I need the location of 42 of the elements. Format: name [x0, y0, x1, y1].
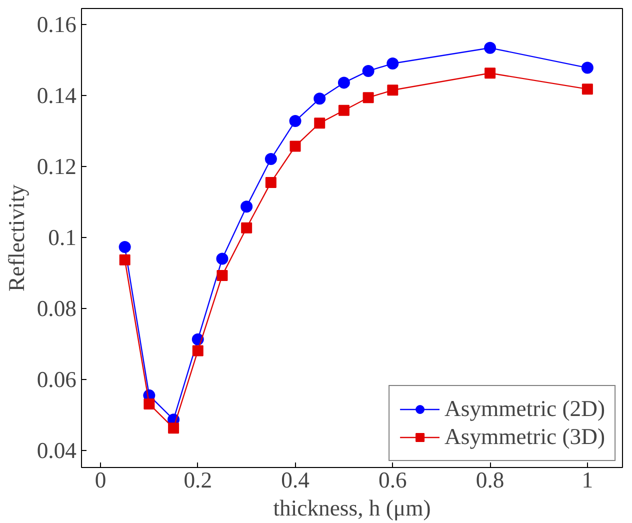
- point: [241, 222, 252, 234]
- y-tick-label: 0.16: [36, 12, 77, 37]
- point: [240, 200, 253, 213]
- y-tick-label: 0.14: [36, 82, 77, 108]
- x-tick-label: 0.2: [184, 468, 212, 492]
- legend-label: Asymmetric (2D): [444, 396, 605, 422]
- point: [362, 64, 374, 77]
- y-tick-label: 0.06: [36, 366, 77, 392]
- point: [119, 254, 130, 266]
- x-tick-label: 0.4: [281, 468, 310, 492]
- point: [314, 92, 326, 105]
- point: [386, 58, 399, 70]
- x-axis-title: thickness, h (μm): [273, 496, 431, 520]
- x-tick-label: 0.8: [476, 468, 504, 492]
- y-tick-label: 0.08: [36, 296, 77, 321]
- point: [289, 115, 302, 128]
- point: [362, 92, 374, 104]
- y-tick-label: 0.1: [48, 224, 77, 250]
- point: [144, 398, 155, 410]
- y-tick-label: 0.04: [36, 438, 77, 463]
- point: [265, 176, 276, 188]
- point: [338, 104, 350, 116]
- x-tick-label: 1: [582, 468, 594, 492]
- point: [484, 68, 496, 79]
- point: [387, 84, 398, 96]
- point: [168, 422, 180, 434]
- point: [314, 118, 326, 129]
- y-axis-title: Reflectivity: [4, 184, 29, 292]
- x-tick-label: 0: [94, 468, 106, 492]
- point: [192, 345, 204, 356]
- legend-label: Asymmetric (3D): [444, 424, 605, 450]
- point: [484, 42, 496, 54]
- point: [216, 252, 228, 265]
- point: [118, 241, 131, 254]
- point: [582, 84, 593, 95]
- point: [264, 153, 277, 166]
- y-tick-label: 0.12: [36, 154, 77, 179]
- point: [216, 270, 228, 281]
- x-tick-label: 0.6: [378, 468, 407, 492]
- point: [290, 140, 301, 152]
- point: [581, 62, 594, 74]
- point: [338, 76, 350, 89]
